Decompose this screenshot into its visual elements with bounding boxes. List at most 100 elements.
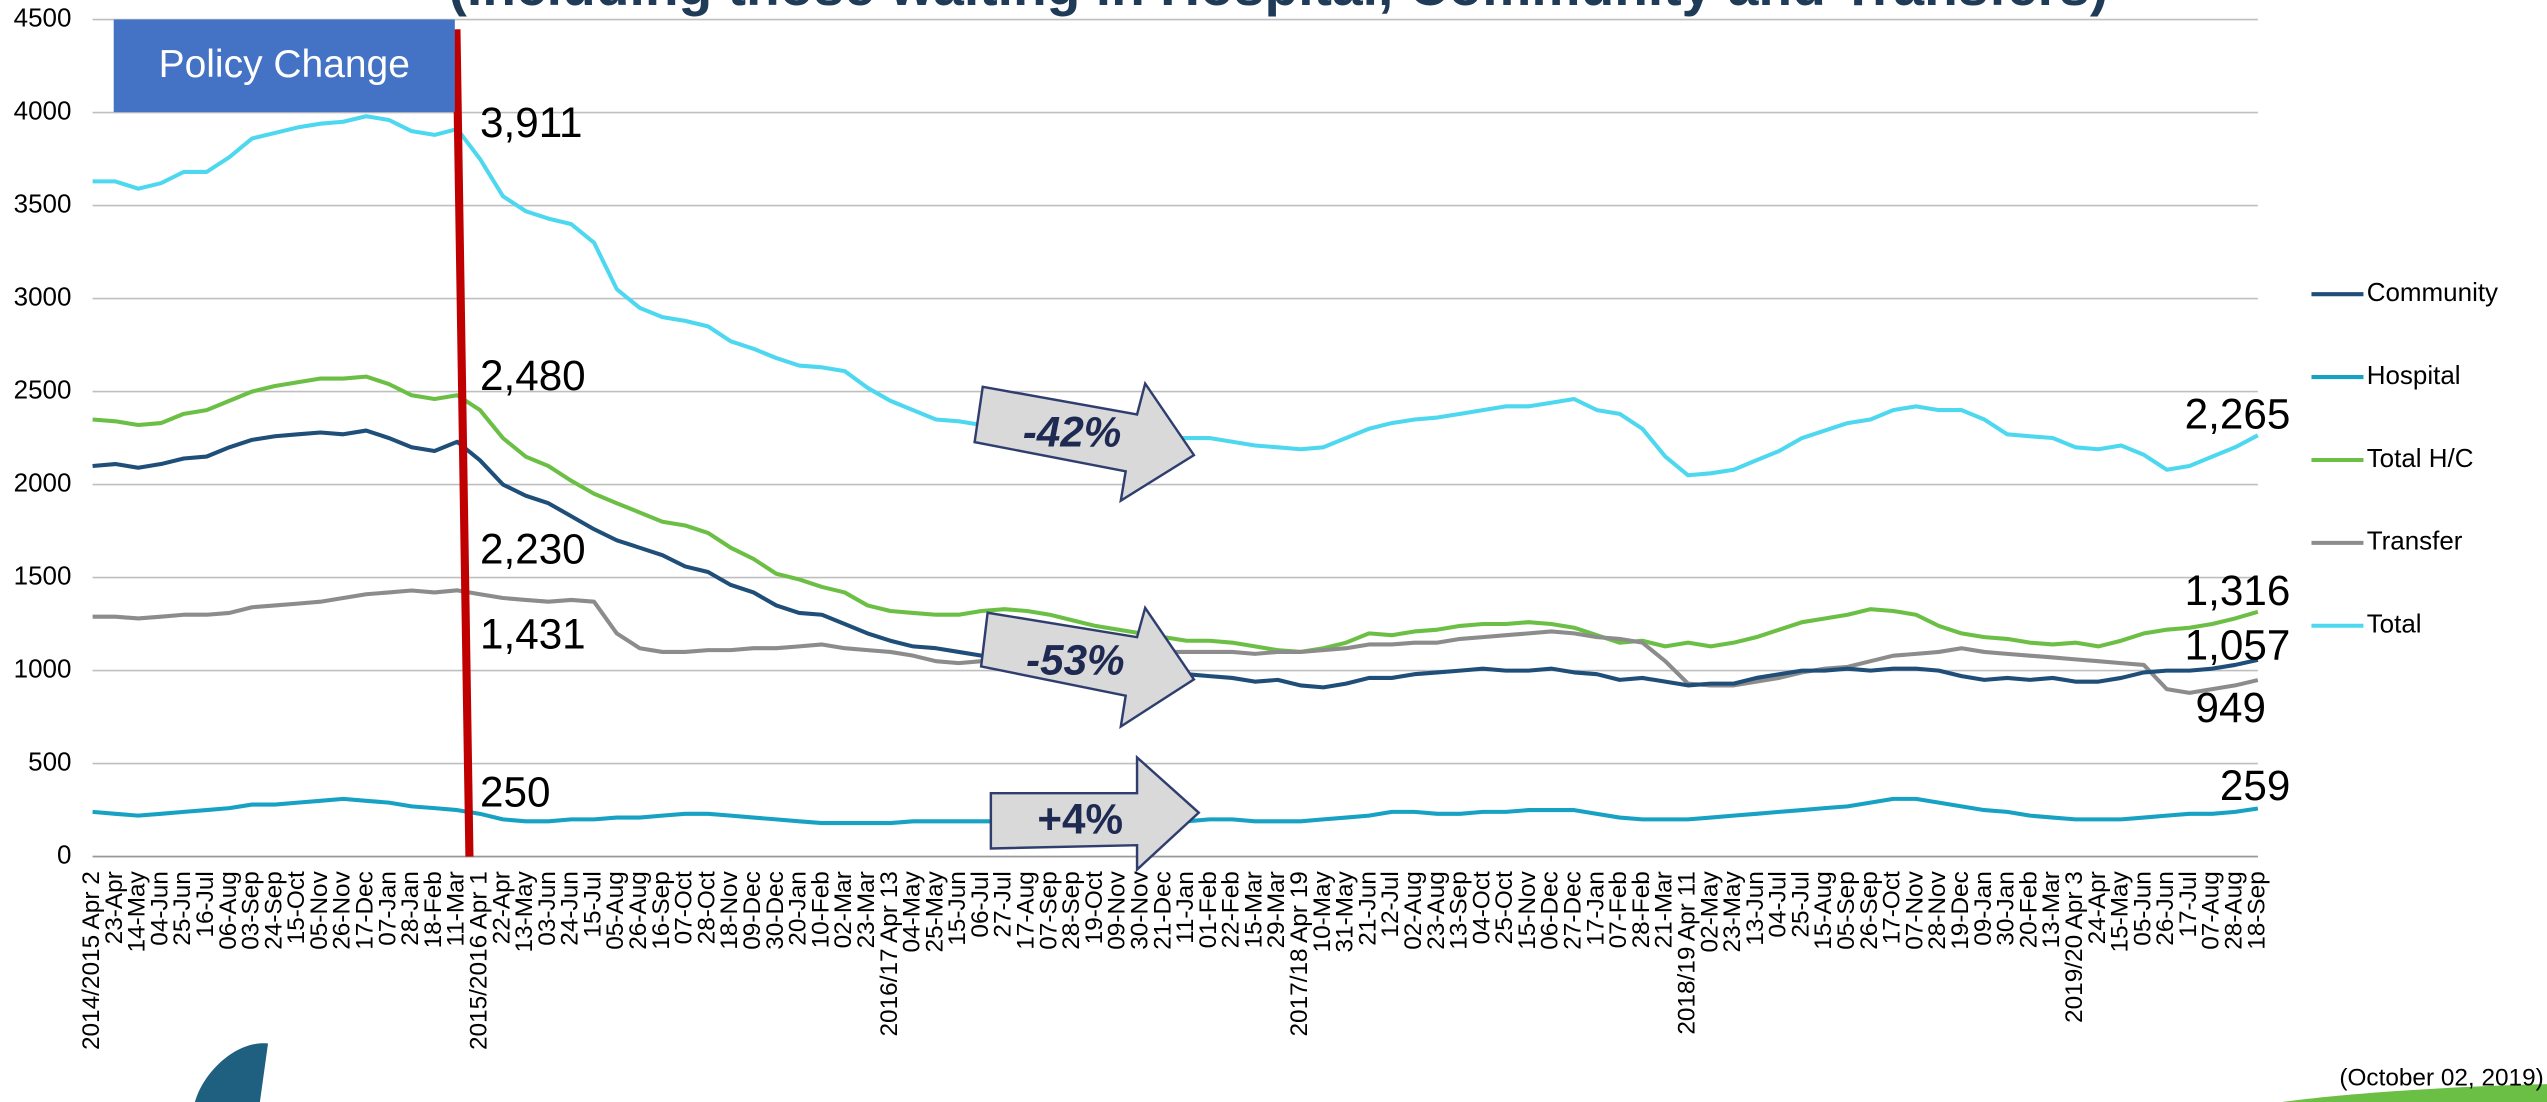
x-tick-label: 06-Dec — [1537, 871, 1564, 950]
x-tick-label: 2019/20 Apr 3 — [2061, 871, 2088, 1023]
x-tick-label: 28-Oct — [693, 871, 720, 944]
x-tick-label: 13-Sep — [1446, 871, 1473, 950]
x-tick-label: 23-Aug — [1423, 871, 1450, 950]
x-tick-label: 07-Sep — [1035, 871, 1062, 950]
x-tick-label: 03-Sep — [238, 871, 265, 950]
data-label: 3,911 — [480, 99, 583, 146]
x-tick-label: 2018/19 Apr 11 — [1673, 871, 1700, 1034]
x-tick-label: 10-Feb — [807, 871, 834, 948]
x-tick-label: 2017/18 Apr 19 — [1286, 871, 1313, 1036]
legend-label: Hospital — [2367, 360, 2461, 390]
x-tick-label: 23-Apr — [101, 871, 128, 944]
x-tick-label: 26-Jun — [2152, 871, 2179, 946]
data-label: 250 — [480, 769, 550, 816]
data-label: 2,480 — [480, 352, 586, 399]
x-tick-label: 01-Feb — [1195, 871, 1222, 948]
policy-line — [452, 29, 474, 857]
y-tick-label: 0 — [57, 839, 71, 869]
x-tick-label: 15-Jul — [579, 871, 606, 937]
legend-label: Community — [2367, 277, 2498, 307]
x-tick-label: 09-Jan — [1970, 871, 1997, 946]
y-tick-label: 500 — [28, 746, 71, 776]
x-tick-label: 28-Jan — [397, 871, 424, 946]
x-tick-label: 26-Nov — [329, 870, 356, 949]
data-label: 2,230 — [480, 525, 586, 572]
x-tick-label: 05-Sep — [1833, 871, 1860, 950]
arrow — [989, 754, 1201, 873]
data-label: 1,316 — [2185, 567, 2291, 614]
x-tick-label: 2015/2016 Apr 1 — [466, 871, 493, 1050]
y-tick-label: 3000 — [14, 281, 72, 311]
x-tick-label: 09-Dec — [739, 871, 766, 950]
x-tick-label: 04-Oct — [1468, 871, 1495, 944]
chart-title: (Including those waiting in Hospital, Co… — [449, 0, 2109, 17]
x-tick-label: 29-Mar — [1263, 871, 1290, 948]
x-tick-label: 07-Oct — [671, 871, 698, 944]
data-label: 2,265 — [2185, 391, 2291, 438]
x-tick-label: 30-Dec — [762, 871, 789, 950]
x-tick-label: 24-Apr — [2084, 871, 2111, 944]
x-tick-label: 22-Feb — [1218, 871, 1245, 948]
series-line — [92, 114, 2259, 478]
x-tick-label: 24-Sep — [260, 871, 287, 950]
x-tick-label: 21-Dec — [1149, 871, 1176, 950]
arrow-label: -42% — [1023, 409, 1122, 456]
y-tick-label: 1000 — [14, 653, 72, 683]
x-tick-label: 21-Jun — [1354, 871, 1381, 946]
x-tick-label: 27-Jul — [990, 871, 1017, 937]
labels: 2,230 1,057 250 259 2,480 1,316 1,431 949 3,911 2… — [480, 99, 2498, 816]
data-label: 1,057 — [2185, 622, 2291, 669]
y-tick-label: 1500 — [14, 560, 72, 590]
policy-box — [113, 19, 455, 113]
arrow-label: -53% — [1026, 636, 1125, 683]
x-tick-label: 15-Oct — [283, 871, 310, 944]
x-tick-label: 12-Jul — [1377, 871, 1404, 937]
x-tick-label: 28-Feb — [1628, 871, 1655, 948]
x-tick-label: 23-Mar — [853, 871, 880, 948]
data-label: 1,431 — [480, 611, 586, 658]
x-tick-label: 25-May — [921, 870, 948, 952]
x-tick-label: 06-Aug — [215, 871, 242, 950]
policy-label: Policy Change — [159, 43, 410, 86]
x-tick-label: 06-Jul — [967, 871, 994, 937]
x-tick-label: 15-Jun — [944, 871, 971, 946]
x-tick-label: 17-Jan — [1582, 871, 1609, 946]
footnote: (October 02, 2019) — [2339, 1065, 2543, 1092]
y-tick-label: 4500 — [14, 2, 72, 32]
y-tick-label: 2500 — [14, 374, 72, 404]
x-tick-label: 16-Jul — [192, 871, 219, 937]
x-tick-label: 03-Jun — [534, 871, 561, 946]
data-label: 949 — [2196, 684, 2266, 731]
x-tick-label: 25-Jul — [1787, 871, 1814, 937]
x-tick-label: 11-Mar — [443, 871, 470, 946]
x-tick-label: 17-Dec — [352, 871, 379, 950]
x-tick-label: 07-Aug — [2198, 871, 2225, 950]
y-tick-label: 3500 — [14, 188, 72, 218]
x-tick-label: 04-Jun — [146, 871, 173, 946]
lines — [92, 114, 2259, 826]
arrow — [979, 605, 1196, 730]
x-tick-label: 05-Jun — [2129, 871, 2156, 946]
series-line — [92, 428, 2259, 690]
x-tick-label: 26-Sep — [1856, 871, 1883, 950]
x-tick-label: 18-Sep — [2243, 871, 2270, 950]
y-tick-label: 2000 — [14, 467, 72, 497]
x-tick-label: 05-Aug — [602, 871, 629, 950]
x-tick-label: 24-Jun — [557, 871, 584, 946]
x-tick-label: 17-Jul — [2175, 871, 2202, 937]
grid: 0 500 1000 1500 2000 2500 3000 3500 4000 4500 2014… — [14, 2, 2271, 1050]
x-tick-label: 27-Dec — [1560, 871, 1587, 950]
x-tick-label: 19-Dec — [1947, 871, 1974, 950]
x-tick-label: 14-May — [124, 870, 151, 952]
x-tick-label: 13-Jun — [1742, 871, 1769, 946]
legend-label: Total H/C — [2367, 443, 2474, 473]
x-tick-label: 25-Oct — [1491, 871, 1518, 944]
x-tick-label: 02-Aug — [1400, 871, 1427, 950]
y-tick-label: 4000 — [14, 95, 72, 125]
x-tick-label: 28-Nov — [1924, 870, 1951, 949]
x-tick-label: 07-Jan — [374, 871, 401, 946]
x-tick-label: 2016/17 Apr 13 — [876, 871, 903, 1036]
x-tick-label: 19-Oct — [1081, 871, 1108, 944]
